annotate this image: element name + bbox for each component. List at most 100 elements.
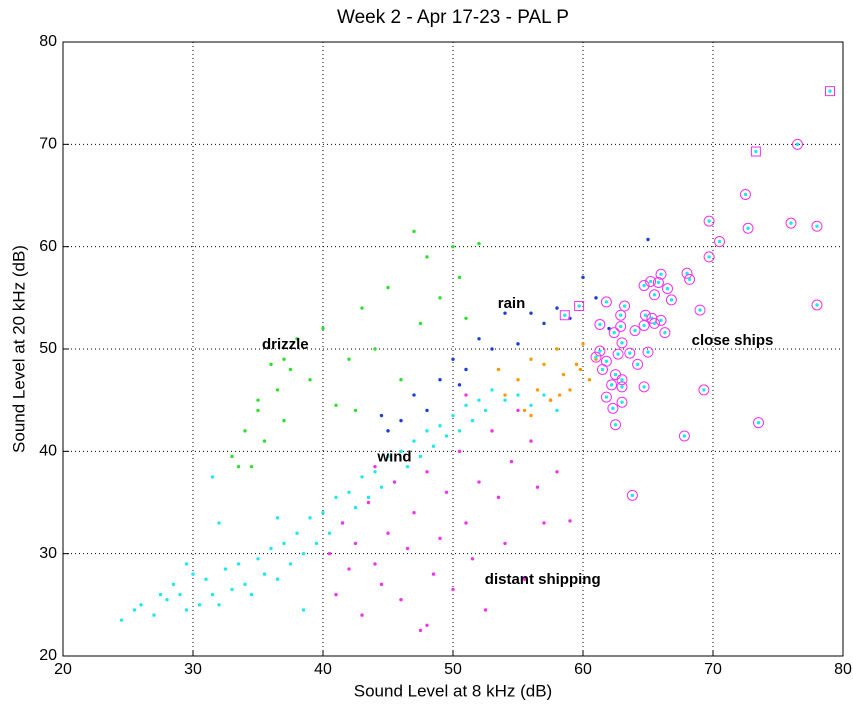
point [438,296,442,300]
point [613,423,618,427]
point [743,192,748,197]
point [604,395,609,399]
point [561,372,566,377]
point-ring [616,381,628,393]
point [496,367,501,372]
x-tick-label: 20 [54,661,72,678]
point [616,352,620,356]
point [360,613,364,617]
point [249,464,254,469]
point [425,255,429,259]
point [327,531,332,535]
y-tick-label: 50 [39,340,57,357]
point [828,89,832,93]
point [178,592,182,597]
point [256,398,260,402]
point-ring [600,391,612,403]
point [379,485,384,489]
point-ring [594,345,606,357]
point [612,330,616,335]
point [373,464,377,469]
point-ring [624,347,636,359]
point [642,323,646,328]
point [756,420,761,425]
point [611,406,615,411]
point [581,342,585,346]
point [598,349,602,353]
point-ring [681,267,693,279]
point [652,321,657,326]
point [282,357,286,361]
point [223,567,228,571]
point [262,439,267,443]
point-ring [742,222,754,234]
point [635,362,640,367]
point [444,490,449,494]
point [451,587,455,592]
point [548,398,553,402]
point [659,272,663,276]
point [444,434,449,438]
point [334,592,338,597]
point [197,603,202,607]
point [483,608,488,612]
point [321,511,325,515]
point [210,592,215,597]
point [217,603,221,607]
point [490,388,494,392]
point-ring [610,419,621,431]
point [451,413,455,418]
annotation: drizzle [262,336,309,353]
point-square [750,146,761,157]
point [687,277,692,282]
point [230,454,234,459]
point [418,454,423,459]
point [648,279,653,284]
point [620,400,624,404]
point-ring [600,296,612,308]
y-tick-label: 60 [39,238,57,255]
point [578,367,583,372]
point [516,408,520,413]
point-ring [655,314,667,326]
point [425,470,429,474]
point [604,359,609,363]
point [347,357,351,361]
point-ring [753,417,764,429]
point-square [574,301,585,312]
point [529,403,533,407]
point [656,280,661,285]
point-ring [638,280,650,292]
point [464,367,468,372]
point [457,275,462,280]
point [815,303,819,307]
point [609,383,614,387]
point [516,378,520,382]
point [366,500,371,505]
point [619,313,623,317]
point [295,531,299,535]
plot-frame [62,41,844,657]
point [412,229,416,234]
point [399,378,403,382]
point [477,241,481,246]
point [659,318,663,323]
point [646,350,650,354]
point [633,328,637,333]
point [184,562,189,566]
point [256,557,260,561]
point [457,383,462,387]
point [204,577,208,581]
chart-title: Week 2 - Apr 17-23 - PAL P [337,7,569,28]
point [490,347,494,351]
point-square [825,86,835,97]
point [165,598,169,602]
point [308,378,312,382]
point [399,418,403,423]
point [604,300,609,304]
point-ring [606,379,618,391]
point [399,598,403,602]
point [646,237,650,242]
point [301,608,306,612]
point [275,577,280,581]
